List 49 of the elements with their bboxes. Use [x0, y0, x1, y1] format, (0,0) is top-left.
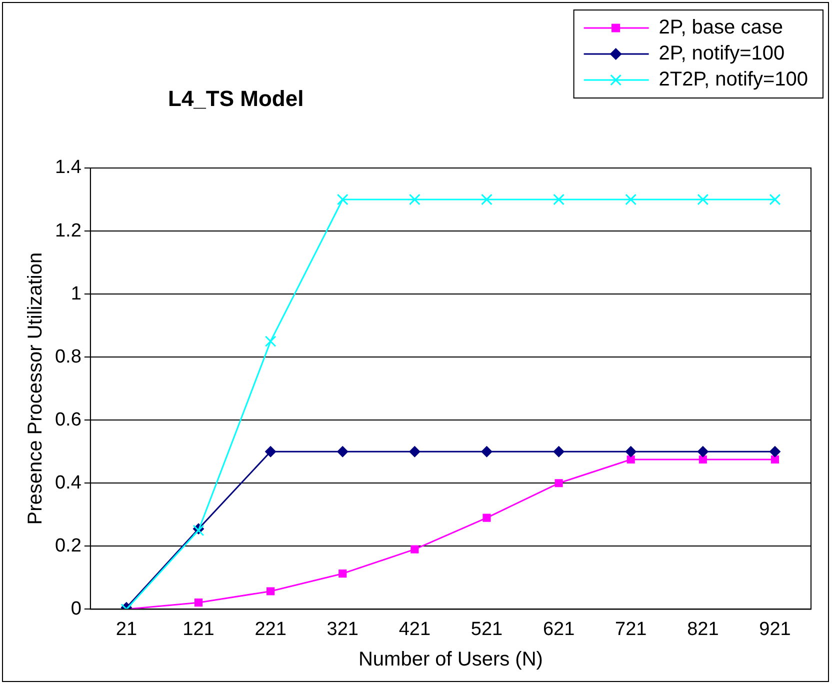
x-tick-label: 421 — [398, 618, 431, 640]
point — [626, 455, 635, 464]
y-tick-label: 0.8 — [54, 346, 82, 368]
y-tick-label: 0.2 — [54, 535, 82, 556]
x-tick-label: 921 — [759, 618, 791, 640]
point — [481, 194, 492, 206]
point — [410, 545, 419, 554]
point — [481, 446, 492, 458]
legend-label: 2P, notify=100 — [658, 42, 785, 65]
point — [698, 455, 707, 464]
x-tick-label: 521 — [470, 618, 503, 640]
point — [482, 514, 491, 522]
y-tick-label: 1.4 — [54, 157, 82, 178]
y-tick-label: 0.6 — [54, 409, 82, 430]
y-axis-title: Presence Processor Utilization — [24, 252, 47, 525]
point — [553, 194, 564, 206]
legend-label: 2P, base case — [658, 16, 783, 39]
point — [336, 194, 348, 206]
point — [338, 570, 347, 578]
point — [265, 446, 276, 458]
point — [770, 455, 780, 464]
point — [409, 446, 420, 458]
point — [697, 194, 709, 206]
point — [625, 194, 637, 206]
y-tick-label: 0 — [70, 598, 82, 620]
point — [408, 194, 420, 206]
point — [769, 446, 780, 458]
point — [266, 587, 275, 596]
point — [194, 598, 203, 607]
x-tick-label: 721 — [615, 618, 647, 640]
x-tick-label: 821 — [687, 618, 719, 640]
x-tick-label: 21 — [116, 618, 138, 640]
x-tick-label: 321 — [326, 618, 358, 640]
y-tick-label: 0.4 — [54, 472, 82, 494]
x-tick-label: 621 — [542, 618, 575, 640]
x-tick-label: 121 — [182, 618, 214, 640]
y-tick-label: 1 — [70, 283, 82, 304]
chart-title: L4_TS Model — [168, 86, 304, 112]
point — [769, 194, 781, 206]
point — [697, 446, 708, 458]
point — [554, 479, 563, 488]
point — [337, 446, 348, 458]
y-tick-label: 1.2 — [54, 220, 82, 242]
x-tick-label: 221 — [254, 618, 286, 640]
point — [553, 446, 564, 458]
x-axis-title: Number of Users (N) — [358, 648, 543, 671]
point — [625, 446, 636, 458]
legend-label: 2T2P, notify=100 — [658, 68, 808, 91]
point — [264, 336, 276, 348]
